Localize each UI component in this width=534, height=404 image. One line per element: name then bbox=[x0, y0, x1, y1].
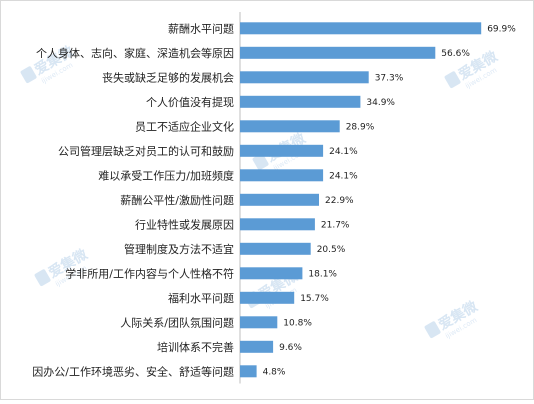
category-label: 管理制度及方法不适宜 bbox=[124, 242, 234, 256]
bar bbox=[240, 120, 340, 133]
watermark-logo-icon bbox=[444, 71, 461, 88]
data-label: 24.1% bbox=[329, 171, 358, 181]
watermark-logo-icon bbox=[424, 321, 441, 338]
bar bbox=[240, 46, 436, 59]
data-label: 20.5% bbox=[317, 245, 346, 255]
category-label: 公司管理层缺乏对员工的认可和鼓励 bbox=[58, 144, 234, 158]
category-label: 因办公/工作环境恶劣、安全、舒适等问题 bbox=[32, 364, 234, 378]
category-label: 丧失或缺乏足够的发展机会 bbox=[102, 70, 234, 84]
bar bbox=[240, 95, 361, 108]
bar bbox=[240, 144, 324, 157]
data-labels: 69.9% 56.6% 37.3% 34.9% 28.9% 24.1% 24.1% 22.9%… bbox=[263, 24, 517, 377]
bar bbox=[240, 22, 482, 35]
category-label: 个人价值没有提现 bbox=[146, 95, 234, 109]
category-label: 员工不适应企业文化 bbox=[135, 119, 234, 133]
category-label: 学非所用/工作内容与个人性格不符 bbox=[65, 266, 234, 280]
data-label: 18.1% bbox=[308, 269, 337, 279]
category-label: 难以承受工作压力/加班频度 bbox=[98, 168, 234, 182]
bar bbox=[240, 267, 303, 280]
bar bbox=[240, 71, 369, 84]
data-label: 28.9% bbox=[346, 122, 375, 132]
bar bbox=[240, 365, 257, 378]
bar bbox=[240, 340, 274, 353]
data-label: 22.9% bbox=[325, 196, 354, 206]
data-label: 69.9% bbox=[487, 24, 516, 34]
data-label: 21.7% bbox=[321, 220, 350, 230]
data-label: 15.7% bbox=[300, 294, 329, 304]
bar bbox=[240, 291, 295, 304]
watermark-logo-icon bbox=[34, 269, 51, 286]
bar bbox=[240, 169, 324, 182]
category-labels: 薪酬水平问题个人身体、志向、家庭、深造机会等原因丧失或缺乏足够的发展机会个人价值… bbox=[32, 22, 234, 378]
data-label: 10.8% bbox=[283, 318, 312, 328]
watermark-logo-icon bbox=[20, 66, 37, 83]
category-label: 行业特性或发展原因 bbox=[135, 217, 234, 231]
data-label: 56.6% bbox=[441, 49, 470, 59]
watermark-logo-icon bbox=[252, 153, 269, 170]
data-label: 34.9% bbox=[366, 98, 395, 108]
data-label: 9.6% bbox=[279, 343, 302, 353]
category-label: 福利水平问题 bbox=[168, 291, 234, 305]
bar bbox=[240, 193, 319, 206]
data-label: 4.8% bbox=[263, 367, 286, 377]
bar bbox=[240, 218, 315, 231]
category-label: 薪酬公平性/激励性问题 bbox=[120, 193, 234, 207]
category-label: 培训体系不完善 bbox=[157, 340, 234, 354]
data-label: 24.1% bbox=[329, 147, 358, 157]
category-label: 薪酬水平问题 bbox=[168, 22, 234, 35]
data-label: 37.3% bbox=[375, 73, 404, 83]
category-label: 人际关系/团队氛围问题 bbox=[120, 315, 234, 329]
bar-series bbox=[240, 22, 482, 378]
bar bbox=[240, 316, 278, 329]
category-label: 个人身体、志向、家庭、深造机会等原因 bbox=[36, 46, 234, 60]
bar bbox=[240, 242, 311, 255]
